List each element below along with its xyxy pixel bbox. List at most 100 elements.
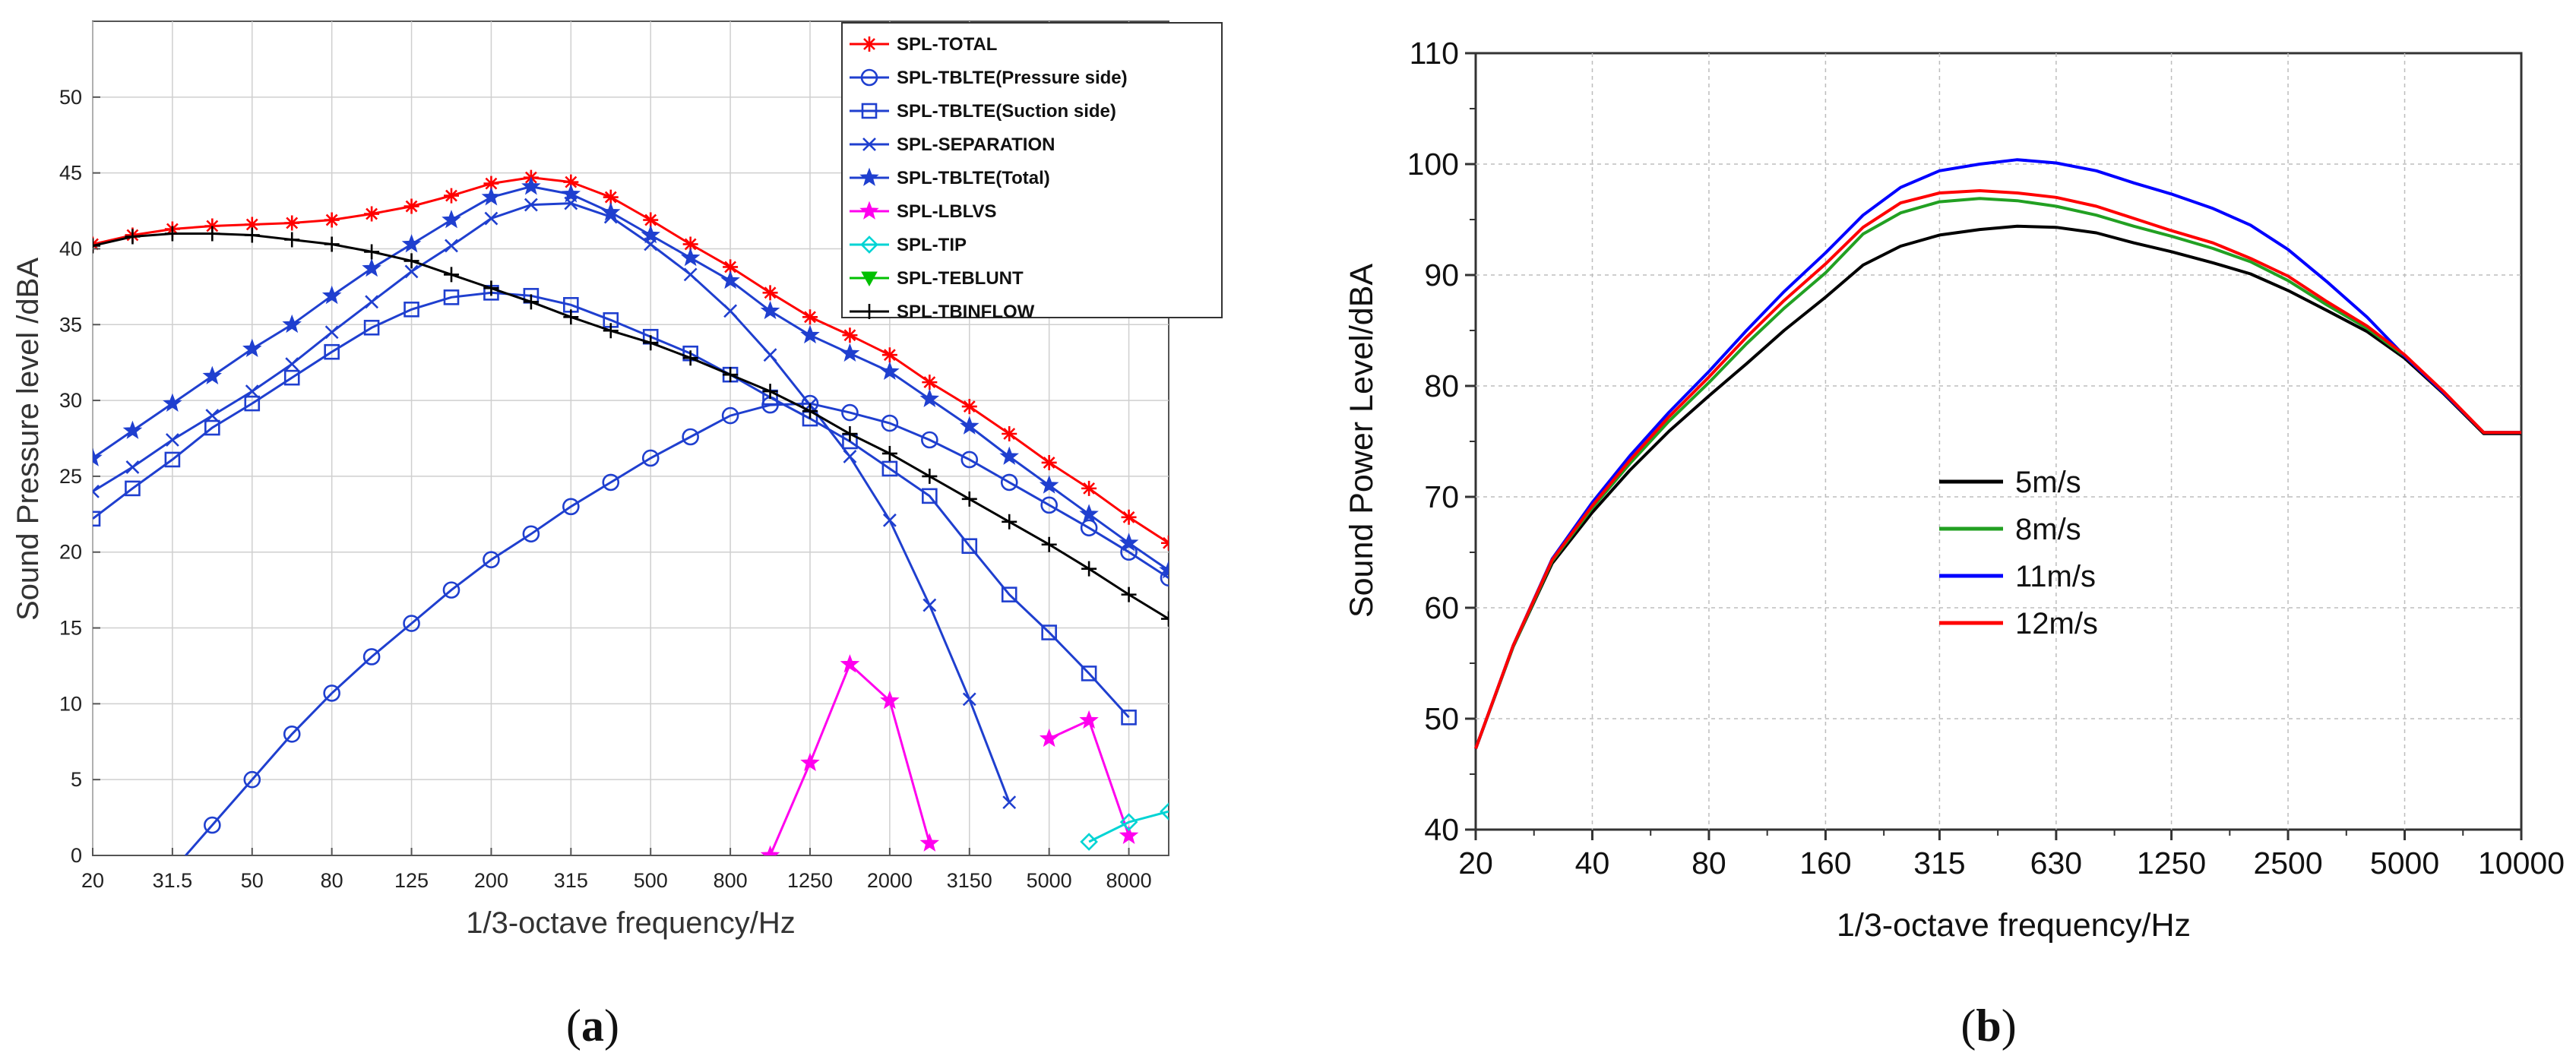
chart-a-point-spl-tbinflow [244,227,260,243]
chart-a-point-spl-tblte-pressure-side [881,414,899,432]
chart-a-series-spl-total [93,169,1169,551]
chart-b-caption: (b) [1960,1001,2016,1051]
chart-a-point-spl-separation [125,460,140,474]
chart-a-x-tick-label: 80 [321,869,343,892]
chart-a-x-tick-label: 31.5 [153,869,193,892]
chart-a-legend-item: SPL-TBINFLOW [850,302,1035,322]
chart-b-line-5m-s [1474,224,2521,750]
chart-b-y-tick-label: 40 [1424,812,1459,847]
chart-a-point-spl-tbinflow [682,350,698,366]
chart-a-point-spl-total [603,189,619,205]
chart-a-legend-marker [861,271,878,287]
chart-a-point-spl-separation [285,357,299,371]
chart-a-point-spl-tblte-total [680,247,701,267]
chart-b-y-tick-label: 70 [1424,479,1459,514]
chart-a-point-spl-separation [365,295,379,309]
chart-a-point-spl-lblvs [1039,728,1059,748]
chart-a-point-spl-tblte-suction-side [1001,586,1017,602]
chart-b-grid [1476,53,2521,830]
chart-b-x-tick-label: 160 [1799,846,1851,881]
chart-b-y-tick-label: 60 [1424,590,1459,625]
chart-a-x-tick-label: 125 [394,869,429,892]
chart-a-line-spl-separation [93,202,1011,803]
chart-a-point-spl-total [483,175,499,191]
chart-a-point-spl-tbinflow [643,335,659,351]
chart-a-point-spl-total [1081,480,1097,496]
chart-a-point-spl-tbinflow [364,244,380,260]
chart-a-x-ticks: 20 31.5 50 80 125 200 315 500 800 1250 2000 3150 500… [81,848,1152,892]
chart-a-point-spl-tbinflow [1081,561,1097,577]
chart-b-x-tick-label: 10000 [2478,846,2565,881]
chart-a-point-spl-separation [962,692,976,707]
chart-a-point-spl-separation [404,264,419,279]
chart-a-point-spl-separation [723,304,738,318]
chart-a-point-spl-tbinflow [284,232,300,248]
chart-a-point-spl-tblte-suction-side [244,395,261,412]
chart-a-point-spl-tblte-total [521,176,541,195]
chart-a-point-spl-total [802,309,818,325]
chart-a-point-spl-total [682,236,698,252]
chart-a-point-spl-tblte-total [202,365,223,385]
chart-b-x-tick-label: 5000 [2370,846,2439,881]
chart-a-x-tick-label: 5000 [1027,869,1072,892]
chart-a-point-spl-tbinflow [444,267,459,283]
chart-b-caption-letter: b [1976,1001,2001,1051]
chart-a-point-spl-tbinflow [961,491,977,507]
chart-a-point-spl-lblvs [880,690,900,710]
chart-b-plot-area [1474,52,2523,831]
chart-a-point-spl-separation [93,484,100,498]
chart-a-legend-item: SPL-TBLTE(Pressure side) [850,68,1128,88]
chart-a-x-tick-label: 2000 [867,869,913,892]
chart-a-legend-item: SPL-TOTAL [850,34,997,55]
chart-a-point-spl-tblte-total [163,393,182,412]
chart-a-point-spl-tblte-suction-side [1121,710,1137,726]
chart-a-point-spl-tblte-suction-side [881,460,898,477]
chart-a-point-spl-tblte-pressure-side [362,648,381,666]
chart-b-legend-item: 12m/s [1939,607,2098,640]
chart-a-point-spl-tblte-suction-side [1041,624,1057,640]
chart-a-y-tick-label: 25 [59,465,82,488]
chart-a-point-spl-lblvs [840,654,860,673]
chart-a-point-spl-tbinflow [563,309,579,325]
chart-b-line-12m-s [1474,189,2521,750]
chart-a-legend-marker [860,236,878,254]
chart-a-point-spl-tblte-pressure-side [602,473,620,492]
chart-a-point-spl-tblte-pressure-side [283,725,301,743]
chart-b-x-axis-label: 1/3-octave frequency/Hz [1837,907,2191,944]
chart-a-point-spl-tblte-total [1159,560,1169,579]
chart-a-point-spl-tip [1160,802,1169,820]
chart-a-legend-label: SPL-TIP [897,235,967,255]
chart-a-y-axis-label: Sound Pressure level /dBA [11,258,45,621]
chart-a-point-spl-tblte-total [481,187,502,206]
chart-a-point-spl-tbinflow [1041,536,1057,552]
chart-b-legend-label: 11m/s [2015,560,2096,593]
chart-a-point-spl-tblte-total [1079,504,1099,523]
chart-a-legend-item: SPL-TEBLUNT [850,268,1024,289]
chart-a-legend-item: SPL-TIP [850,235,967,255]
chart-a-point-spl-tblte-pressure-side [403,615,420,632]
chart-a-point-spl-total [1121,509,1137,525]
chart-a-y-tick-label: 45 [59,162,82,185]
chart-a-point-spl-total [643,212,659,228]
chart-a-point-spl-tblte-total [282,314,302,334]
chart-a-point-spl-tblte-pressure-side [841,403,859,422]
chart-a-series-spl-lblvs [760,654,1139,855]
chart-a-legend-item: SPL-TBLTE(Suction side) [850,101,1116,122]
chart-a-series-spl-tbinflow [93,226,1169,627]
chart-a-point-spl-total [1161,535,1169,551]
chart-b-y-tick-label: 100 [1407,147,1459,182]
chart-a-point-spl-total [563,174,579,190]
chart-a-legend-item: SPL-TBLTE(Total) [850,167,1050,188]
chart-a-legend-label: SPL-TBLTE(Pressure side) [897,68,1128,88]
chart-b-y-tick-label: 80 [1424,368,1459,403]
chart-a-point-spl-tbinflow [762,384,778,400]
chart-b-legend-item: 11m/s [1939,560,2096,593]
chart-a-point-spl-tbinflow [523,294,539,310]
chart-a-x-tick-label: 3150 [947,869,992,892]
chart-b-x-tick-label: 315 [1913,846,1965,881]
chart-a-point-spl-tblte-pressure-side [1000,473,1018,492]
chart-a-point-spl-tblte-suction-side [961,538,978,555]
chart-a-point-spl-tblte-pressure-side [682,428,699,446]
chart-b-x-tick-label: 80 [1691,846,1726,881]
